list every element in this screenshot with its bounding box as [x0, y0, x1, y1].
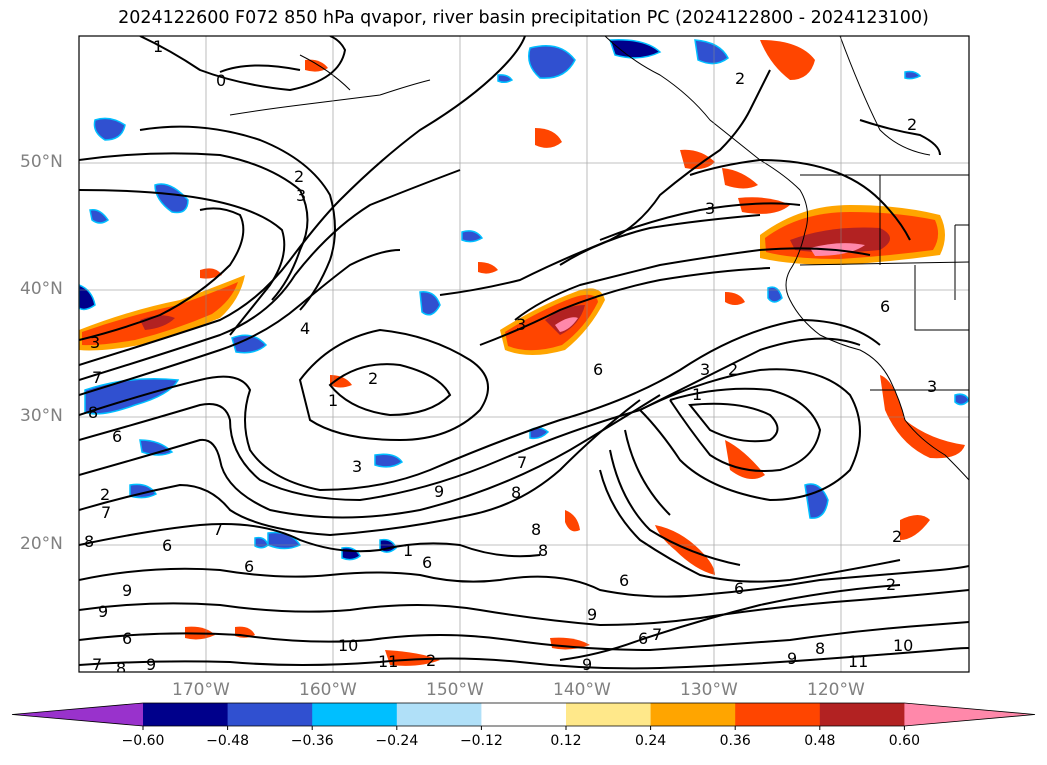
lat-label-50n: 50°N [20, 152, 63, 172]
contour-label: 6 [734, 579, 744, 598]
contour-label: 3 [90, 333, 100, 352]
contour-label: 9 [122, 581, 132, 600]
colorbar-tick-label: −0.12 [459, 733, 503, 749]
contour-label: 6 [112, 427, 122, 446]
contour-label: 11 [848, 652, 868, 671]
contour-label: 7 [213, 520, 223, 539]
colorbar-tick-label: 0.12 [550, 733, 582, 749]
contour-label: 6 [422, 553, 432, 572]
contour-label: 2 [735, 69, 745, 88]
colorbar-segment [481, 703, 567, 726]
contour-label: 6 [638, 629, 648, 648]
contour-label: 9 [587, 605, 597, 624]
lat-label-30n: 30°N [20, 406, 63, 426]
contour-label: 9 [434, 482, 444, 501]
contour-label: 1 [403, 541, 413, 560]
contour-label: 7 [92, 368, 102, 387]
colorbar-segment [735, 703, 821, 726]
contour-label: 6 [162, 536, 172, 555]
contour-label: 6 [880, 297, 890, 316]
colorbar-tick-label: −0.24 [375, 733, 419, 749]
lon-label-140w: 140°W [553, 680, 611, 700]
contour-labels: 1 0 2 2 2 3 3 4 3 3 6 2 1 7 8 6 6 3 2 1 … [84, 37, 937, 678]
contour-label: 7 [517, 453, 527, 472]
lon-label-160w: 160°W [299, 680, 357, 700]
contour-label: 8 [84, 532, 94, 551]
graticule [79, 36, 969, 672]
contour-label: 2 [100, 485, 110, 504]
contour-label: 2 [368, 369, 378, 388]
colorbar-tick-label: 0.60 [888, 733, 920, 749]
contour-label: 10 [893, 636, 913, 655]
contour-label: 1 [328, 391, 338, 410]
contour-label: 8 [511, 483, 521, 502]
contour-label: 2 [907, 115, 917, 134]
contour-label: 2 [426, 651, 436, 670]
lon-label-170w: 170°W [172, 680, 230, 700]
map-content: 1 0 2 2 2 3 3 4 3 3 6 2 1 7 8 6 6 3 2 1 … [79, 36, 969, 678]
contour-label: 9 [787, 649, 797, 668]
lon-label-120w: 120°W [807, 680, 865, 700]
contour-label: 6 [593, 360, 603, 379]
colorbar-segment [312, 703, 398, 726]
lon-label-150w: 150°W [426, 680, 484, 700]
lat-label-40n: 40°N [20, 279, 63, 299]
contour-label: 2 [886, 575, 896, 594]
colorbar-extend-max [904, 703, 1035, 726]
contour-label: 9 [146, 655, 156, 674]
contour-label: 10 [338, 636, 358, 655]
contour-label: 7 [101, 503, 111, 522]
contour-label: 8 [88, 403, 98, 422]
colorbar-tick-label: 0.24 [635, 733, 667, 749]
colorbar-segment [819, 703, 905, 726]
precip-negative-shading [79, 39, 969, 561]
contour-label: 9 [98, 602, 108, 621]
contour-label: 6 [619, 571, 629, 590]
contour-label: 8 [815, 639, 825, 658]
contour-label: 8 [538, 541, 548, 560]
contour-label: 8 [116, 659, 126, 678]
lon-label-130w: 130°W [680, 680, 738, 700]
colorbar-tick-label: 0.48 [804, 733, 836, 749]
lat-label-20n: 20°N [20, 534, 63, 554]
colorbar-segment [566, 703, 652, 726]
contour-label: 0 [216, 71, 226, 90]
colorbar-segment [143, 703, 229, 726]
map-frame [78, 35, 970, 673]
colorbar-segment [227, 703, 313, 726]
colorbar-tick-label: 0.36 [719, 733, 751, 749]
contour-label: 8 [531, 520, 541, 539]
colorbar-segment [650, 703, 736, 726]
qvapor-contours [79, 36, 969, 670]
contour-label: 6 [122, 629, 132, 648]
contour-label: 2 [294, 167, 304, 186]
colorbar-extend-min [12, 703, 143, 726]
contour-label: 3 [705, 199, 715, 218]
contour-label: 7 [92, 655, 102, 674]
map-title: 2024122600 F072 850 hPa qvapor, river ba… [118, 8, 929, 28]
colorbar [11, 702, 1036, 730]
contour-label: 1 [692, 385, 702, 404]
contour-label: 4 [300, 319, 310, 338]
contour-label: 2 [728, 360, 738, 379]
contour-label: 6 [244, 557, 254, 576]
contour-label: 3 [700, 360, 710, 379]
contour-label: 11 [378, 652, 398, 671]
colorbar-tick-label: −0.36 [290, 733, 334, 749]
contour-label: 9 [582, 655, 592, 674]
contour-label: 3 [927, 377, 937, 396]
contour-label: 2 [892, 527, 902, 546]
colorbar-tick-label: −0.60 [121, 733, 165, 749]
contour-label: 3 [352, 457, 362, 476]
contour-label: 7 [652, 625, 662, 644]
colorbar-segment [396, 703, 482, 726]
contour-label: 3 [296, 186, 306, 205]
contour-label: 1 [153, 37, 163, 56]
contour-label: 3 [516, 315, 526, 334]
colorbar-tick-label: −0.48 [206, 733, 250, 749]
